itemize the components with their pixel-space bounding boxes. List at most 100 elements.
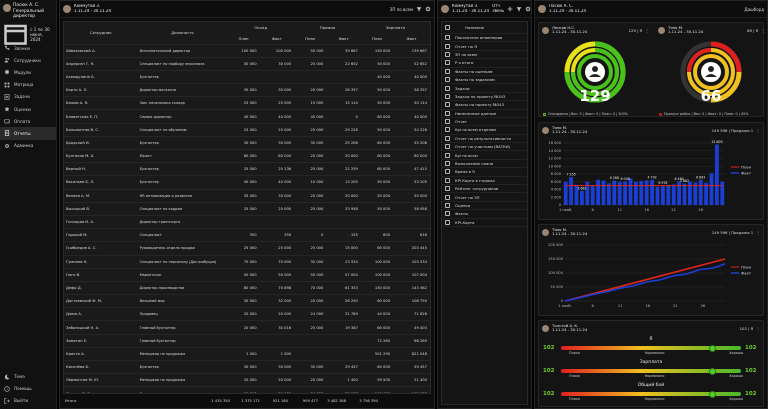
table-row[interactable]: Лондон Д. С. Бизнес-директор 50 000 50 000 5… [64, 386, 430, 393]
row-checkbox[interactable] [445, 110, 450, 116]
table-row[interactable]: Ахмадулина Б. Бухгалтер 40 000 40 000 [64, 69, 430, 84]
sidebar-item[interactable]: Админка [0, 140, 56, 152]
report-list-item[interactable]: Оценки [442, 202, 527, 211]
table-row[interactable]: Грибоедов А. С. Руководитель отдела прода… [64, 241, 430, 255]
bar[interactable] [639, 180, 644, 205]
report-list-item[interactable]: КРI Карта в строках [442, 177, 527, 186]
row-checkbox[interactable] [445, 60, 450, 66]
sidebar-item[interactable]: Задачи [0, 91, 56, 103]
table-row[interactable]: Дюма А. Продавец 20 000 20 000 24 000 31 789 4… [64, 307, 430, 321]
table-row[interactable]: Айвазовский А. Исполнительный директор 100… [64, 43, 430, 58]
row-checkbox[interactable] [445, 194, 450, 200]
report-list-item[interactable]: Kpi по всем [442, 151, 527, 160]
bar[interactable] [601, 180, 606, 205]
bar[interactable] [709, 173, 714, 205]
report-list-item[interactable]: Отчет по Я [442, 42, 527, 51]
table-row[interactable]: Блаватская Е. П. Сервис директор 40 000 40 … [64, 109, 430, 124]
bar[interactable] [634, 181, 638, 205]
row-checkbox[interactable] [445, 211, 450, 217]
report-list-item[interactable]: Показатели инженеров [442, 34, 527, 43]
row-checkbox[interactable] [445, 93, 450, 99]
row-checkbox[interactable] [445, 177, 450, 183]
row-checkbox[interactable] [445, 144, 450, 150]
row-checkbox[interactable] [445, 152, 450, 158]
report-list-item[interactable]: ЗП по всем [442, 51, 527, 60]
sidebar-bottom-item[interactable]: Выйти [0, 395, 57, 407]
row-checkbox[interactable] [445, 35, 450, 41]
table-row[interactable]: Высоцкий В. Специалист по кадрам 25 000 25 … [64, 201, 430, 216]
col-plan[interactable]: План [305, 35, 316, 41]
row-checkbox[interactable] [445, 127, 450, 133]
table-row[interactable]: Верный Н. Бухгалтер 25 000 25 136 25 000 22 2… [64, 162, 430, 176]
report-list-item[interactable]: Отчет по ЗП [442, 193, 527, 202]
row-checkbox[interactable] [445, 135, 450, 141]
table-row[interactable]: Дефо Д. Директор производства 80 000 70 898… [64, 280, 430, 295]
bar[interactable] [596, 179, 600, 205]
plus-icon[interactable] [507, 6, 513, 12]
bar[interactable] [623, 181, 627, 205]
bar[interactable] [671, 184, 676, 205]
row-checkbox[interactable] [445, 161, 450, 167]
table-row[interactable]: Булгаков М. А. Юрист 60 000 60 000 20 000 20 … [64, 148, 430, 163]
row-checkbox[interactable] [445, 169, 450, 175]
row-checkbox[interactable] [445, 68, 450, 74]
row-checkbox[interactable] [445, 102, 450, 108]
more-icon[interactable]: ⋮ [756, 229, 760, 235]
bar[interactable] [590, 186, 595, 205]
sidebar-item[interactable]: Отчеты [0, 127, 56, 140]
report-list-item[interactable]: Задачи [442, 84, 527, 93]
table-row[interactable]: Достоевский Ф. М. Внешний мир 30 000 32 000… [64, 294, 430, 308]
sidebar-item[interactable]: Оценки [0, 103, 56, 115]
table-row[interactable]: Андерсен Г. Н. Специалист по подбору перс… [64, 56, 430, 71]
col-fact[interactable]: Факт [271, 35, 282, 41]
report-list-item[interactable]: Нанесенные данные [442, 110, 527, 118]
more-icon[interactable]: ⋮ [761, 27, 765, 33]
table-row[interactable]: Замятин Е. Главный бухгалтер 72 265 68 269 [64, 333, 430, 348]
row-checkbox[interactable] [445, 51, 450, 57]
row-checkbox[interactable] [445, 77, 450, 83]
more-icon[interactable]: ⋮ [756, 325, 760, 331]
table-row[interactable]: Бальмонтов В. С. Специалист по обучению 25… [64, 122, 430, 137]
select-all-checkbox[interactable] [445, 25, 450, 30]
row-checkbox[interactable] [445, 85, 450, 91]
bar[interactable] [585, 181, 590, 205]
row-checkbox[interactable] [445, 186, 450, 192]
more-icon[interactable]: ⋮ [756, 127, 760, 133]
gear-icon[interactable] [525, 6, 531, 12]
col-fact[interactable]: Факт [338, 35, 349, 41]
sidebar-item[interactable]: Модули [0, 66, 56, 78]
bar[interactable] [720, 181, 725, 205]
user-header[interactable]: Пасюк А. С. Генеральный директор [0, 0, 56, 30]
bar[interactable] [661, 185, 665, 205]
report-list-item[interactable]: Отчет [442, 118, 527, 127]
report-list-item[interactable]: Выполнение плана [442, 160, 527, 169]
sidebar-bottom-item[interactable]: Тема [0, 370, 57, 382]
bar[interactable] [650, 179, 654, 205]
sidebar-item[interactable]: Звонки [0, 42, 56, 54]
bar[interactable] [666, 184, 671, 205]
table-row[interactable]: Велеев А. М. HR оптимизации и развития 35 … [64, 188, 430, 203]
gear-icon[interactable] [425, 6, 431, 12]
report-list-item[interactable]: Отчет по результативности [442, 135, 527, 144]
table-row[interactable]: Лермонтов М. Ю. Менеджер по продажам 20 00… [64, 373, 430, 387]
bar[interactable] [563, 181, 568, 205]
report-list-item[interactable]: Факты [442, 210, 527, 219]
bar[interactable] [704, 182, 708, 205]
row-checkbox[interactable] [445, 203, 450, 208]
bar[interactable] [644, 180, 649, 205]
row-checkbox[interactable] [445, 43, 450, 49]
report-list-item[interactable]: Отчет по участкам (ВАТКИ) [442, 143, 527, 152]
report-list-item[interactable]: Факты по проекту №343 [442, 101, 527, 110]
bar[interactable] [574, 184, 579, 205]
table-row[interactable]: Барто А. Л. Директор магазина 30 000 30 000… [64, 83, 430, 97]
table-row[interactable]: Гумилев Н. Специалист по персоналу (Дистр… [64, 254, 430, 269]
bar[interactable] [628, 178, 633, 205]
table-row[interactable]: Гончаров И. А. Директор транспорта [64, 214, 430, 229]
bar[interactable] [715, 144, 719, 205]
bar[interactable] [693, 182, 698, 205]
report-list-item[interactable]: Р о итого [442, 59, 527, 68]
table-row[interactable]: Бродский И. Бухгалтер 30 000 30 000 30 000 25… [64, 135, 430, 150]
table-row[interactable]: Кристи А. Менеджер по продажам 1 000 1 000 5… [64, 346, 430, 361]
table-row[interactable]: Киселёва Б. Бухгалтер 30 000 30 000 30 000 29… [64, 359, 430, 374]
table-row[interactable]: Бажов А. Я. Зам. начальника склада 25 000 2… [64, 96, 430, 110]
